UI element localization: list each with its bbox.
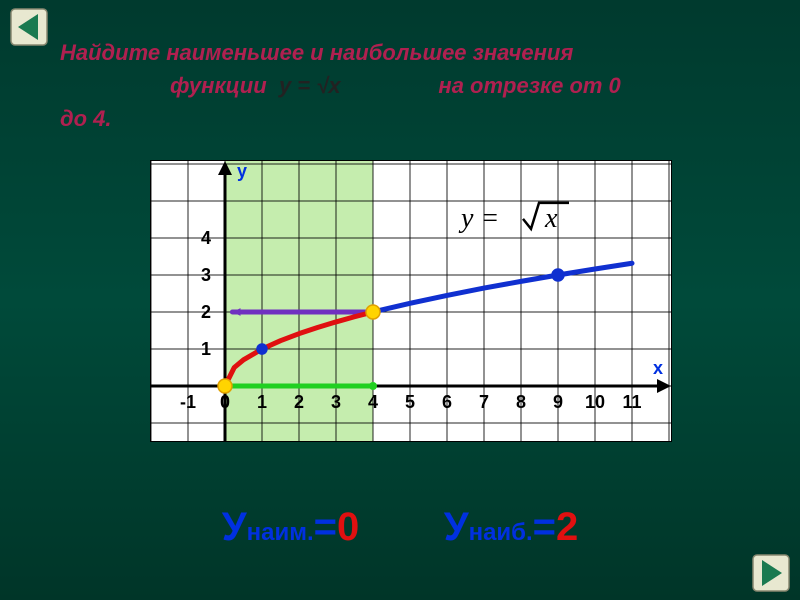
answer-max-y: У (444, 505, 469, 549)
svg-text:7: 7 (479, 392, 489, 412)
svg-text:y =: y = (458, 203, 499, 234)
answer-min-val: 0 (337, 505, 359, 549)
svg-text:x: x (544, 203, 558, 234)
problem-title: Найдите наименьшее и наибольшее значения… (60, 36, 740, 135)
title-line-2a: функции (170, 73, 267, 98)
answer-max-eq: = (533, 505, 556, 549)
answer-max-val: 2 (556, 505, 578, 549)
svg-text:6: 6 (442, 392, 452, 412)
svg-text:11: 11 (622, 392, 641, 412)
title-function-inline: y = √x (273, 73, 347, 98)
sqrt-chart: ух-1012345678910111234y =x (150, 160, 672, 442)
triangle-right-icon (752, 554, 790, 592)
nav-next-button[interactable] (752, 554, 790, 592)
svg-text:1: 1 (257, 392, 267, 412)
title-line-2b: на отрезке от 0 (438, 73, 620, 98)
svg-text:3: 3 (331, 392, 341, 412)
answer-max: Унаиб.=2 (444, 505, 579, 550)
chart-svg: ух-1012345678910111234y =x (151, 161, 671, 441)
svg-text:1: 1 (201, 339, 211, 359)
nav-prev-button[interactable] (10, 8, 48, 46)
answer-max-sub: наиб. (469, 519, 533, 546)
answer-min-sub: наим. (247, 519, 314, 546)
svg-text:0: 0 (220, 392, 230, 412)
svg-text:8: 8 (516, 392, 526, 412)
svg-text:4: 4 (201, 228, 211, 248)
triangle-left-icon (10, 8, 48, 46)
svg-text:9: 9 (553, 392, 563, 412)
svg-text:х: х (653, 358, 663, 378)
title-line-1: Найдите наименьшее и наибольшее значения (60, 36, 740, 69)
svg-text:2: 2 (294, 392, 304, 412)
svg-text:5: 5 (405, 392, 415, 412)
svg-text:2: 2 (201, 302, 211, 322)
title-line-3: до 4. (60, 102, 740, 135)
svg-text:10: 10 (585, 392, 605, 412)
answer-min: Унаим.=0 (222, 505, 360, 550)
answer-min-y: У (222, 505, 247, 549)
answer-min-eq: = (314, 505, 337, 549)
answers-row: Унаим.=0 Унаиб.=2 (0, 505, 800, 550)
svg-text:3: 3 (201, 265, 211, 285)
svg-text:у: у (237, 161, 247, 181)
svg-text:-1: -1 (180, 392, 196, 412)
svg-text:4: 4 (368, 392, 378, 412)
